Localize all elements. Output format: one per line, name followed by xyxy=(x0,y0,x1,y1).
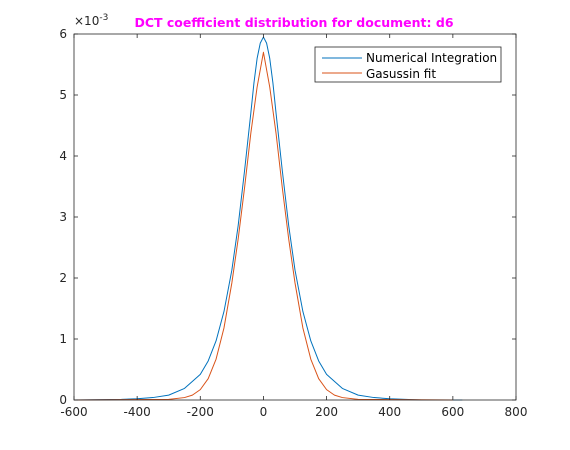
y-tick-label: 3 xyxy=(59,210,67,224)
x-tick-label: -400 xyxy=(124,405,151,419)
series-layer xyxy=(73,36,463,401)
y-tick-label: 4 xyxy=(59,149,67,163)
legend: Numerical Integration Gasussin fit xyxy=(314,46,502,83)
y-axis-exponent-power: -3 xyxy=(99,13,108,23)
x-tick-label: 0 xyxy=(260,405,268,419)
x-tick-label: 400 xyxy=(378,405,401,419)
legend-label-gaussian-fit: Gasussin fit xyxy=(366,67,436,81)
x-tick-label: 800 xyxy=(505,405,528,419)
x-tick-label: 600 xyxy=(441,405,464,419)
y-tick-label: 0 xyxy=(59,393,67,407)
y-tick-label: 5 xyxy=(59,88,67,102)
y-tick-label: 2 xyxy=(59,271,67,285)
series-line-gaussian-fit xyxy=(73,51,453,401)
x-tick-label: -200 xyxy=(187,405,214,419)
chart-title: DCT coefficient distribution for documen… xyxy=(134,15,453,30)
series-line-numerical-integration xyxy=(73,36,463,401)
y-axis-exponent-base: ×10 xyxy=(74,14,99,28)
x-tick-label: 200 xyxy=(315,405,338,419)
y-tick-label: 1 xyxy=(59,332,67,346)
y-tick-label: 6 xyxy=(59,27,67,41)
legend-box xyxy=(314,46,502,83)
x-tick-label: -600 xyxy=(60,405,87,419)
ticks-layer: -600 -400 -200 0 200 400 600 800 0 1 2 3 4 5 6 xyxy=(59,27,527,419)
y-axis-exponent: ×10-3 xyxy=(74,13,108,28)
legend-label-numerical-integration: Numerical Integration xyxy=(366,51,497,65)
plot-area xyxy=(74,34,516,400)
